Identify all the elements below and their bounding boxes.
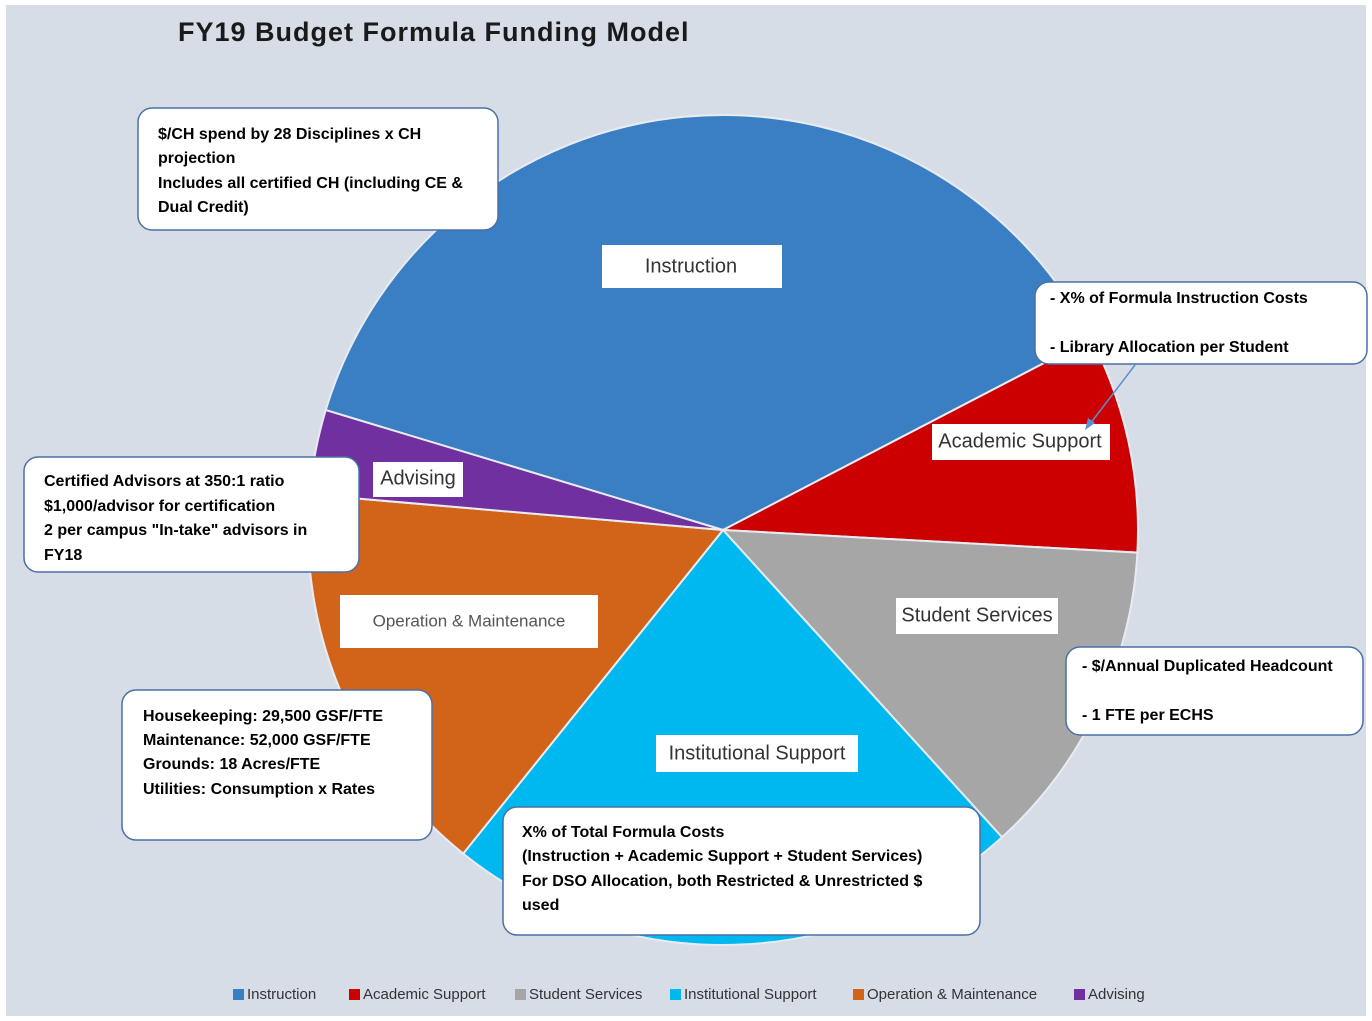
- annotation-text: used: [522, 897, 559, 914]
- arrow: [1089, 364, 1136, 425]
- annotation-text: Maintenance: 52,000 GSF/FTE: [143, 732, 371, 749]
- slice-label: Student Services: [901, 604, 1052, 626]
- annotation-box: [1065, 646, 1364, 736]
- legend-label: Instruction: [247, 986, 316, 1003]
- slice-label-box: [656, 735, 858, 772]
- legend-label: Advising: [1088, 986, 1145, 1003]
- chart-title: FY19 Budget Formula Funding Model: [178, 17, 690, 47]
- legend-swatch: [349, 989, 360, 1000]
- annotation-text: Utilities: Consumption x Rates: [143, 781, 375, 798]
- slice-label: Advising: [380, 467, 456, 489]
- annotation-text: FY18: [44, 547, 82, 564]
- annotation-box: [23, 456, 360, 573]
- annotation-text: Certified Advisors at 350:1 ratio: [44, 473, 285, 490]
- annotation-box: [121, 689, 433, 841]
- annotation-text: (Instruction + Academic Support + Studen…: [522, 848, 922, 865]
- slice-label-box: [340, 595, 598, 648]
- legend-swatch: [1074, 989, 1085, 1000]
- annotation-text: Housekeeping: 29,500 GSF/FTE: [143, 708, 383, 725]
- slice-label: Operation & Maintenance: [373, 611, 566, 630]
- annotation-text: 2 per campus "In-take" advisors in: [44, 522, 307, 539]
- legend-label: Student Services: [529, 986, 642, 1003]
- legend-swatch: [233, 989, 244, 1000]
- annotation-text: $/CH spend by 28 Disciplines x CH: [158, 126, 421, 143]
- legend-swatch: [515, 989, 526, 1000]
- legend-label: Institutional Support: [684, 986, 817, 1003]
- slice-label-box: [932, 424, 1110, 460]
- annotation-text: Includes all certified CH (including CE …: [158, 175, 463, 192]
- slice-label: Institutional Support: [669, 742, 846, 764]
- annotation-text: Dual Credit): [158, 199, 249, 216]
- annotation-text: X% of Total Formula Costs: [522, 824, 724, 841]
- legend-label: Academic Support: [363, 986, 486, 1003]
- annotation-text: projection: [158, 150, 235, 167]
- slice-label-box: [373, 462, 463, 497]
- annotation-box: [1034, 281, 1368, 365]
- annotation-text: Grounds: 18 Acres/FTE: [143, 756, 321, 773]
- annotation-text: For DSO Allocation, both Restricted & Un…: [522, 873, 922, 890]
- legend-swatch: [670, 989, 681, 1000]
- slice-label-box: [602, 245, 782, 288]
- annotation-text: $1,000/advisor for certification: [44, 498, 275, 515]
- slice-label: Instruction: [645, 255, 737, 277]
- pie-slice: [324, 114, 1093, 532]
- annotation-box: [502, 806, 981, 936]
- annotation-text: - X% of Formula Instruction Costs: [1050, 290, 1308, 307]
- legend-label: Operation & Maintenance: [867, 986, 1037, 1003]
- annotation-box: [137, 107, 499, 231]
- annotation-text: - $/Annual Duplicated Headcount: [1082, 658, 1333, 675]
- legend-swatch: [853, 989, 864, 1000]
- slice-label-box: [896, 598, 1058, 634]
- annotation-text: - 1 FTE per ECHS: [1082, 707, 1214, 724]
- arrow-head: [1085, 418, 1095, 430]
- annotation-text: - Library Allocation per Student: [1050, 339, 1289, 356]
- slice-label: Academic Support: [938, 430, 1102, 452]
